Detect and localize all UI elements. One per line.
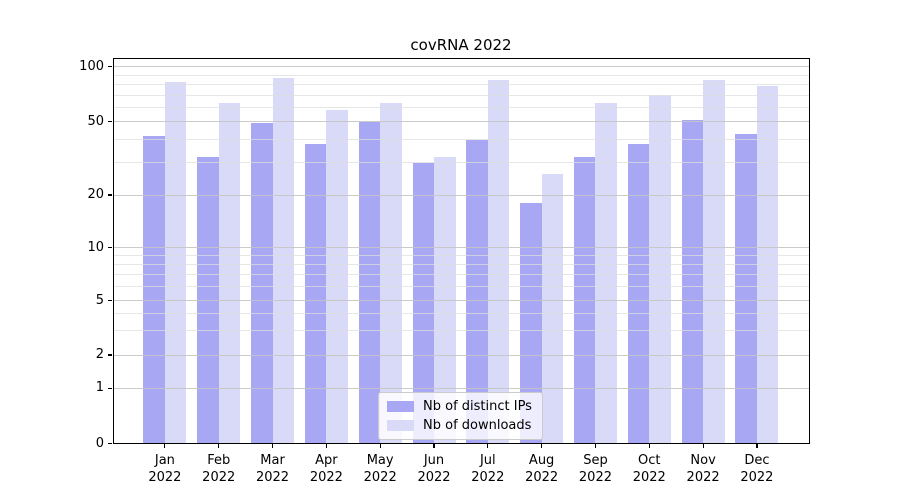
y-tick-mark xyxy=(108,300,112,302)
x-tick-label: May 2022 xyxy=(363,452,397,485)
y-tick-label: 10 xyxy=(87,239,104,255)
legend-label: Nb of downloads xyxy=(423,417,532,433)
gridline xyxy=(113,247,809,249)
y-tick-label: 1 xyxy=(95,380,104,396)
x-tick-mark xyxy=(379,443,381,448)
y-tick-mark xyxy=(108,442,112,445)
x-tick-mark xyxy=(648,443,650,448)
y-tick-label: 5 xyxy=(95,292,104,308)
legend: Nb of distinct IPs Nb of downloads xyxy=(378,391,543,440)
x-tick-mark xyxy=(164,443,166,448)
gridline xyxy=(113,286,809,288)
y-tick-mark xyxy=(108,194,112,196)
x-tick-label: Sep 2022 xyxy=(578,452,612,485)
gridline xyxy=(113,66,809,68)
bar xyxy=(218,103,241,444)
gridline xyxy=(113,387,809,389)
gridline xyxy=(113,313,809,315)
y-tick-label: 2 xyxy=(95,347,104,362)
bar xyxy=(272,77,295,444)
bar xyxy=(326,109,348,444)
x-tick-label: Jul 2022 xyxy=(471,452,505,485)
bar xyxy=(143,135,165,444)
gridline xyxy=(113,354,809,356)
legend-swatch xyxy=(387,400,414,412)
x-tick-label: Nov 2022 xyxy=(686,452,720,485)
gridline xyxy=(113,255,809,257)
bar xyxy=(520,203,542,444)
x-tick-label: Dec 2022 xyxy=(740,452,774,485)
x-tick-label: Jun 2022 xyxy=(417,452,451,485)
x-tick-mark xyxy=(433,443,435,448)
y-tick-label: 50 xyxy=(87,113,104,129)
x-tick-mark xyxy=(487,443,489,448)
y-tick-label: 20 xyxy=(87,187,104,202)
gridline xyxy=(113,74,809,76)
y-tick-mark xyxy=(108,387,112,389)
bar xyxy=(487,79,510,444)
legend-row: Nb of downloads xyxy=(387,418,532,433)
x-tick-mark xyxy=(756,443,758,448)
x-tick-mark xyxy=(218,443,220,448)
x-tick-label: Feb 2022 xyxy=(202,452,236,485)
gridline xyxy=(113,274,809,276)
x-tick-mark xyxy=(271,443,274,448)
bar xyxy=(735,133,757,444)
bar xyxy=(164,82,187,444)
y-tick-mark xyxy=(108,354,112,356)
gridline xyxy=(113,121,809,123)
bar xyxy=(358,121,381,444)
x-tick-mark xyxy=(325,443,327,448)
legend-swatch xyxy=(387,419,414,431)
bar xyxy=(251,123,273,444)
gridline xyxy=(113,106,809,108)
bar xyxy=(380,103,402,444)
gridline xyxy=(113,94,809,96)
bar xyxy=(541,174,564,444)
gridline xyxy=(113,264,809,266)
bar xyxy=(595,103,617,444)
x-tick-label: Jan 2022 xyxy=(148,452,182,485)
bar xyxy=(681,120,704,444)
x-tick-label: Apr 2022 xyxy=(309,452,343,485)
y-tick-mark xyxy=(108,247,112,249)
bar xyxy=(627,143,650,444)
x-tick-mark xyxy=(702,443,704,448)
y-tick-label: 0 xyxy=(95,435,104,451)
x-tick-mark xyxy=(541,443,543,448)
legend-label: Nb of distinct IPs xyxy=(423,398,532,414)
gridline xyxy=(113,300,809,302)
gridline xyxy=(113,162,809,164)
bar xyxy=(412,162,434,444)
gridline xyxy=(113,83,809,85)
chart-title: covRNA 2022 xyxy=(410,36,512,54)
x-tick-label: Aug 2022 xyxy=(525,452,559,485)
y-tick-label: 100 xyxy=(79,58,104,74)
x-tick-label: Oct 2022 xyxy=(632,452,666,485)
gridline xyxy=(113,330,809,332)
y-tick-mark xyxy=(108,66,112,68)
bar xyxy=(466,139,488,444)
x-tick-mark xyxy=(594,443,597,448)
gridline xyxy=(113,139,809,141)
bar xyxy=(304,143,327,444)
y-tick-mark xyxy=(108,121,112,123)
legend-row: Nb of distinct IPs xyxy=(387,399,532,414)
bar xyxy=(649,95,671,444)
gridline xyxy=(113,194,809,196)
x-tick-label: Mar 2022 xyxy=(255,452,290,485)
bar xyxy=(703,79,725,444)
